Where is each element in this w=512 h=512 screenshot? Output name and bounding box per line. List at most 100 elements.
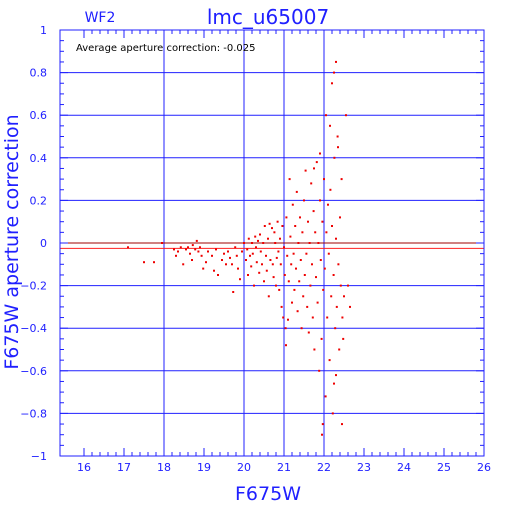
data-point bbox=[321, 423, 324, 426]
data-point bbox=[223, 252, 225, 255]
data-point bbox=[239, 278, 241, 281]
x-tick-label: 16 bbox=[77, 461, 91, 474]
data-point bbox=[305, 252, 308, 255]
x-tick-label: 22 bbox=[317, 461, 331, 474]
data-point bbox=[153, 261, 155, 264]
data-point bbox=[268, 222, 271, 225]
data-point bbox=[246, 248, 249, 251]
x-axis-label: F675W bbox=[235, 483, 301, 505]
data-point bbox=[290, 263, 293, 266]
x-tick-label: 23 bbox=[357, 461, 371, 474]
data-point bbox=[330, 295, 333, 298]
data-point bbox=[299, 259, 302, 261]
data-point bbox=[221, 259, 223, 261]
data-point bbox=[289, 235, 292, 238]
data-points bbox=[127, 60, 351, 436]
data-point bbox=[267, 237, 269, 240]
y-tick-label: −0.2 bbox=[20, 280, 47, 293]
data-point bbox=[278, 288, 281, 291]
x-tick-label: 25 bbox=[437, 461, 451, 474]
data-point bbox=[343, 295, 345, 298]
data-point bbox=[287, 318, 289, 321]
data-point bbox=[326, 316, 329, 319]
data-point bbox=[296, 310, 299, 313]
x-tick-label: 20 bbox=[237, 461, 251, 474]
x-tick-label: 24 bbox=[397, 461, 411, 474]
data-point bbox=[285, 344, 287, 347]
data-point bbox=[197, 250, 200, 253]
data-point bbox=[182, 263, 185, 266]
data-point bbox=[258, 271, 261, 274]
data-point bbox=[316, 301, 319, 304]
data-point bbox=[195, 239, 198, 242]
data-point bbox=[333, 382, 335, 385]
data-point bbox=[272, 276, 275, 279]
y-tick-label: −0.8 bbox=[20, 407, 47, 420]
data-point bbox=[306, 305, 309, 308]
data-point bbox=[329, 124, 331, 127]
data-point bbox=[143, 261, 145, 264]
data-point bbox=[325, 114, 327, 117]
data-point bbox=[177, 250, 179, 253]
data-point bbox=[194, 248, 197, 251]
data-point bbox=[271, 227, 273, 230]
data-point bbox=[243, 242, 245, 244]
data-point bbox=[317, 242, 320, 244]
y-ticks: −1 −0.8 −0.6 −0.4 −0.2 0 0.2 0.4 0.6 0.8 1 bbox=[20, 24, 484, 463]
data-point bbox=[297, 242, 300, 244]
data-point bbox=[338, 348, 341, 351]
data-point bbox=[263, 225, 266, 227]
data-point bbox=[331, 412, 334, 415]
data-point bbox=[235, 254, 238, 257]
data-point bbox=[318, 369, 321, 372]
data-point bbox=[254, 235, 257, 238]
data-point bbox=[319, 152, 321, 155]
data-point bbox=[339, 216, 341, 219]
data-point bbox=[255, 261, 258, 264]
data-point bbox=[265, 269, 268, 272]
data-point bbox=[280, 305, 283, 308]
data-point bbox=[251, 242, 253, 244]
data-point bbox=[207, 250, 209, 253]
data-point bbox=[161, 242, 163, 244]
data-point bbox=[308, 242, 311, 244]
data-point bbox=[295, 267, 297, 270]
data-point bbox=[329, 188, 332, 191]
data-point bbox=[179, 246, 182, 249]
data-point bbox=[341, 423, 343, 426]
data-point bbox=[247, 237, 250, 240]
x-tick-label: 17 bbox=[117, 461, 131, 474]
data-point bbox=[342, 337, 345, 340]
data-point bbox=[299, 216, 301, 219]
data-point bbox=[287, 280, 290, 283]
data-point bbox=[345, 114, 347, 117]
data-point bbox=[322, 288, 325, 291]
data-point bbox=[340, 178, 343, 181]
y-tick-label: 0.8 bbox=[30, 67, 48, 80]
data-point bbox=[333, 71, 335, 74]
chip-label: WF2 bbox=[85, 10, 116, 26]
data-point bbox=[185, 248, 187, 251]
y-tick-label: 0.4 bbox=[30, 152, 48, 165]
data-point bbox=[341, 316, 344, 319]
data-point bbox=[331, 225, 333, 227]
data-point bbox=[267, 295, 270, 298]
data-point bbox=[313, 348, 316, 351]
x-tick-label: 26 bbox=[477, 461, 491, 474]
data-point bbox=[321, 433, 323, 436]
data-point bbox=[302, 295, 305, 298]
data-point bbox=[314, 231, 317, 234]
grid-lines bbox=[60, 30, 484, 456]
data-point bbox=[335, 237, 337, 240]
data-point bbox=[217, 274, 219, 276]
data-point bbox=[281, 225, 284, 227]
data-point bbox=[257, 239, 259, 242]
y-tick-label: 0.2 bbox=[30, 194, 48, 207]
data-point bbox=[324, 395, 327, 398]
data-point bbox=[335, 305, 338, 308]
data-point bbox=[229, 256, 231, 259]
data-point bbox=[332, 274, 335, 276]
data-point bbox=[319, 259, 322, 261]
data-point bbox=[202, 267, 205, 270]
